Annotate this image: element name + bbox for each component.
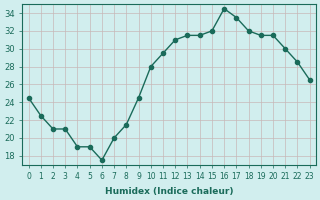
X-axis label: Humidex (Indice chaleur): Humidex (Indice chaleur): [105, 187, 233, 196]
